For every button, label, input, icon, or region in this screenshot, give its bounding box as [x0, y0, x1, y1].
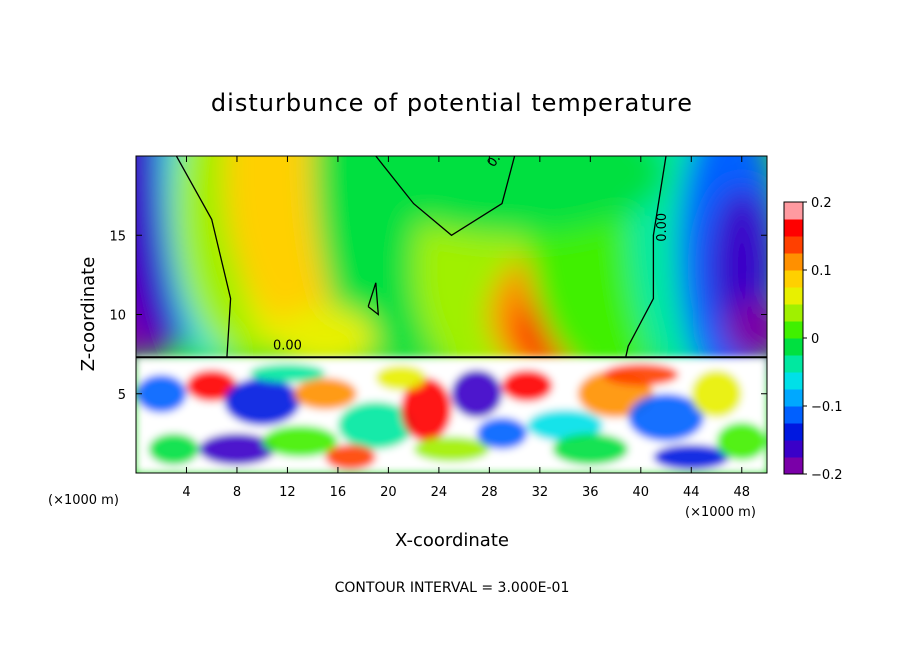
contour-label: 0.00	[273, 338, 302, 353]
turbulent-blob	[293, 377, 357, 410]
x-tick-label: 48	[733, 485, 750, 500]
colorbar-swatch	[784, 372, 803, 390]
plot-area: 0.000.000.00	[136, 156, 767, 473]
y-axis: 5 10 15	[109, 229, 767, 403]
colorbar-label: −0.2	[811, 468, 843, 483]
y-tick-label: 15	[109, 229, 126, 244]
colorbar-swatch	[784, 338, 803, 356]
colorbar-swatch	[784, 219, 803, 237]
x-tick-label: 8	[233, 485, 241, 500]
turbulent-blob	[249, 363, 326, 383]
colorbar-swatch	[784, 270, 803, 288]
colorbar-swatch	[784, 423, 803, 441]
turbulent-blob	[552, 433, 629, 466]
x-tick-label: 44	[683, 485, 700, 500]
turbulent-blob	[602, 363, 679, 386]
x-unit-left: (×1000 m)	[48, 493, 119, 508]
field-blob	[722, 298, 767, 363]
colorbar-swatch	[784, 304, 803, 322]
colorbar-swatch	[784, 287, 803, 305]
x-axis-label: X-coordinate	[395, 530, 509, 551]
y-axis-label: Z-coordinate	[78, 257, 99, 372]
x-tick-label: 36	[582, 485, 599, 500]
turbulent-blob	[501, 369, 553, 402]
turbulent-blob	[325, 444, 376, 470]
x-tick-label: 28	[481, 485, 498, 500]
x-unit-right: (×1000 m)	[685, 505, 756, 520]
x-tick-label: 24	[431, 485, 448, 500]
turbulent-blob	[653, 444, 730, 470]
contour-interval: CONTOUR INTERVAL = 3.000E-01	[335, 580, 570, 596]
field-blob	[274, 306, 376, 370]
y-tick-label: 5	[118, 388, 126, 403]
x-tick-label: 16	[330, 485, 347, 500]
turbulent-blob	[691, 369, 742, 418]
x-tick-label: 20	[380, 485, 397, 500]
turbulent-blob	[527, 409, 603, 442]
contour-line	[625, 156, 667, 358]
x-tick-label: 40	[633, 485, 650, 500]
turbulent-blob	[716, 422, 767, 461]
colorbar-swatch	[784, 321, 803, 339]
colorbar-swatch	[784, 406, 803, 424]
colorbar-label: 0.2	[811, 196, 832, 211]
turbulent-blob	[375, 365, 427, 391]
turbulent-blob	[413, 436, 490, 462]
colorbar-swatch	[784, 236, 803, 254]
turbulent-blob	[451, 369, 502, 418]
colorbar: 0.2 0.1 0 −0.1 −0.2	[783, 196, 843, 483]
colorbar-swatch	[784, 457, 803, 475]
turbulent-blob	[476, 417, 528, 450]
turbulent-blob	[186, 369, 237, 402]
turbulent-blob	[337, 401, 414, 450]
colorbar-swatch	[784, 355, 803, 373]
lower-field	[136, 357, 767, 473]
turbulent-blob	[224, 377, 301, 426]
chart-title: disturbunce of potential temperature	[211, 89, 693, 117]
y-tick-label: 10	[109, 309, 126, 324]
turbulent-blob	[401, 377, 452, 442]
turbulent-blob	[136, 374, 187, 413]
contour-line	[367, 282, 380, 316]
turbulent-blob	[628, 393, 704, 442]
x-tick-label: 4	[182, 485, 190, 500]
colorbar-swatch	[784, 440, 803, 458]
contour-label: 0.00	[655, 213, 670, 242]
x-tick-label: 32	[532, 485, 549, 500]
turbulent-blob	[199, 433, 275, 466]
turbulent-blob	[262, 425, 338, 458]
field-blob	[363, 156, 666, 236]
colorbar-label: −0.1	[811, 400, 843, 415]
colorbar-label: 0.1	[811, 264, 832, 279]
contour-line	[375, 156, 516, 237]
colorbar-swatch	[784, 389, 803, 407]
colorbar-swatch	[784, 253, 803, 271]
upper-field	[136, 156, 767, 394]
turbulent-blob	[148, 433, 200, 466]
colorbar-label: 0	[811, 332, 819, 347]
x-axis: 4 8 12 16 20 24 28 32 36 40 44 48	[182, 156, 750, 500]
contour-line	[175, 156, 232, 358]
x-tick-label: 12	[279, 485, 296, 500]
colorbar-swatch	[784, 202, 803, 220]
